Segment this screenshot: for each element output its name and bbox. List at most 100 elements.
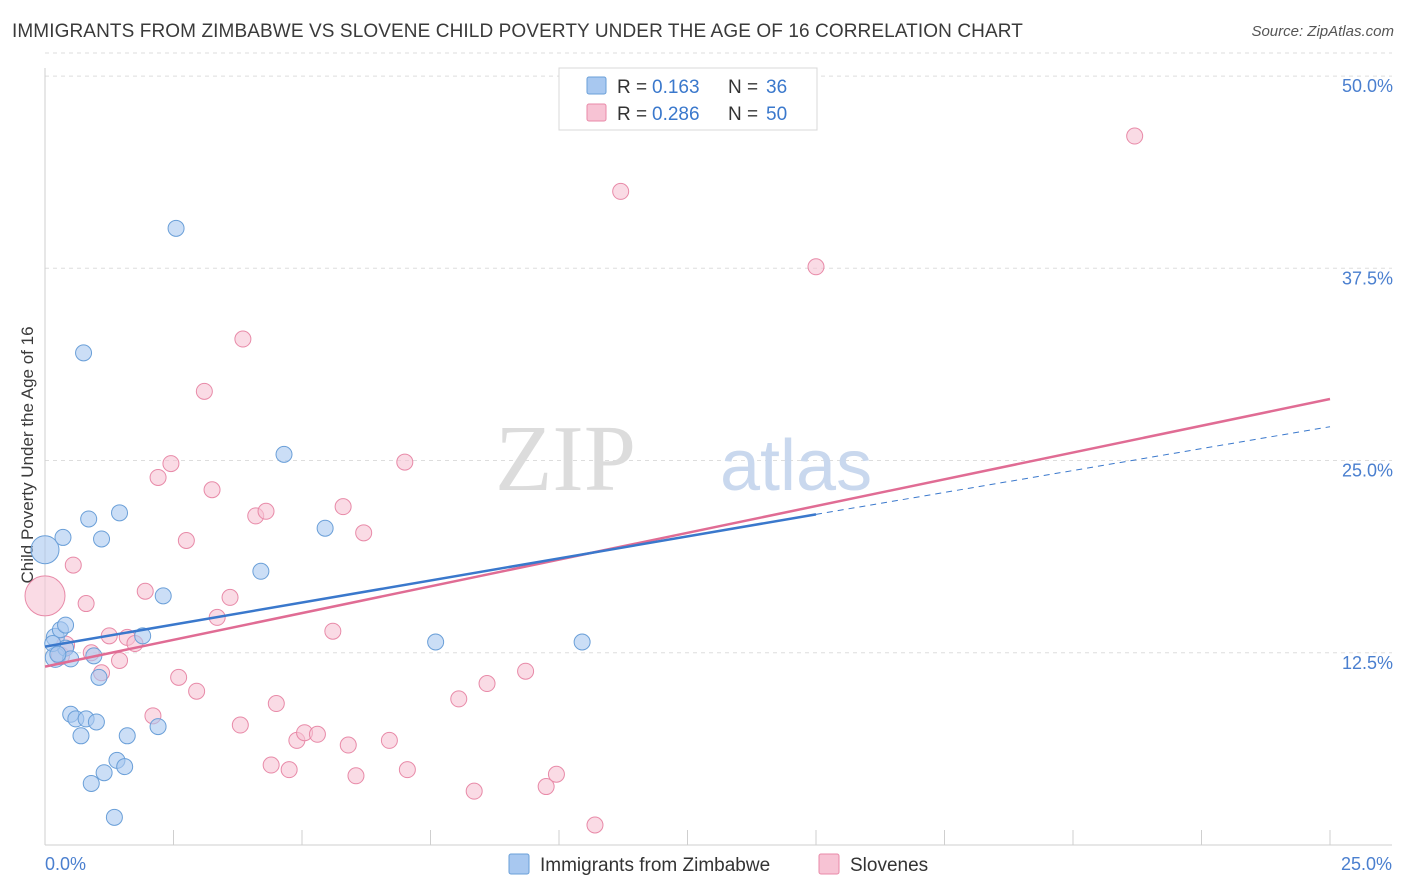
data-point-zimbabwe[interactable] (90, 668, 108, 686)
trend-line-zimbabwe-extrapolated (815, 426, 1331, 515)
data-point-zimbabwe[interactable] (149, 718, 167, 736)
data-point-slovenes[interactable] (1126, 127, 1144, 145)
data-point-zimbabwe[interactable] (49, 645, 67, 663)
data-point-slovenes[interactable] (77, 595, 95, 613)
legend-r-value-slovenes: 0.286 (652, 104, 700, 125)
series-legend-swatch-slovenes[interactable] (818, 853, 840, 875)
data-point-slovenes[interactable] (450, 690, 468, 708)
data-point-slovenes[interactable] (64, 556, 82, 574)
data-point-slovenes[interactable] (537, 778, 555, 796)
y-tick-labels: 12.5% 25.0% 37.5% 50.0% (1342, 76, 1393, 673)
watermark-zip: ZIP (495, 407, 636, 511)
correlation-legend: R = 0.163 N = 36 R = 0.286 N = 50 (558, 67, 818, 131)
data-point-slovenes[interactable] (807, 258, 825, 276)
data-point-zimbabwe[interactable] (154, 587, 172, 605)
legend-n-value-zimbabwe: 36 (766, 77, 787, 98)
y-axis-label: Child Poverty Under the Age of 16 (18, 326, 37, 583)
series-zimbabwe-points (30, 219, 591, 826)
data-point-slovenes[interactable] (170, 668, 188, 686)
series-legend: Immigrants from Zimbabwe Slovenes (508, 853, 928, 876)
data-point-slovenes[interactable] (547, 765, 565, 783)
data-point-slovenes[interactable] (465, 782, 483, 800)
legend-r-value-zimbabwe: 0.163 (652, 77, 700, 98)
data-point-slovenes[interactable] (308, 725, 326, 743)
legend-n-label-zimbabwe: N = (728, 77, 758, 98)
legend-r-label-zimbabwe: R = (617, 77, 647, 98)
data-point-slovenes[interactable] (398, 761, 416, 779)
data-point-slovenes[interactable] (149, 468, 167, 486)
data-point-zimbabwe[interactable] (93, 530, 111, 548)
data-point-slovenes[interactable] (478, 675, 496, 693)
y-tick-label: 12.5% (1342, 653, 1393, 673)
legend-swatch-zimbabwe (586, 76, 607, 95)
series-legend-swatch-zimbabwe[interactable] (508, 853, 530, 875)
data-point-slovenes[interactable] (136, 582, 154, 600)
x-axis-ticks (44, 830, 1331, 845)
trend-line-slovenes (44, 397, 1331, 668)
legend-n-label-slovenes: N = (728, 104, 758, 125)
data-point-slovenes[interactable] (324, 622, 342, 640)
data-point-zimbabwe[interactable] (275, 445, 293, 463)
data-point-zimbabwe[interactable] (75, 344, 93, 362)
data-point-zimbabwe[interactable] (30, 535, 60, 565)
data-point-zimbabwe[interactable] (167, 219, 185, 237)
data-point-zimbabwe[interactable] (573, 633, 591, 651)
data-point-zimbabwe[interactable] (54, 528, 72, 546)
data-point-slovenes[interactable] (347, 767, 365, 785)
data-point-slovenes[interactable] (195, 382, 213, 400)
trend-lines (44, 397, 1331, 668)
data-point-slovenes[interactable] (188, 682, 206, 700)
y-tick-label: 37.5% (1342, 268, 1393, 288)
data-point-zimbabwe[interactable] (105, 808, 123, 826)
data-point-slovenes[interactable] (396, 453, 414, 471)
data-point-zimbabwe[interactable] (252, 562, 270, 580)
source-credit: Source: ZipAtlas.com (1251, 23, 1394, 40)
watermark: ZIP atlas (495, 407, 872, 511)
data-point-slovenes[interactable] (24, 575, 66, 617)
x-tick-label-min: 0.0% (45, 854, 86, 874)
data-point-zimbabwe[interactable] (95, 764, 113, 782)
data-point-slovenes[interactable] (380, 731, 398, 749)
data-point-slovenes[interactable] (267, 695, 285, 713)
data-point-slovenes[interactable] (612, 182, 630, 200)
data-point-zimbabwe[interactable] (118, 727, 136, 745)
data-point-slovenes[interactable] (231, 716, 249, 734)
y-tick-label: 25.0% (1342, 461, 1393, 481)
data-point-slovenes[interactable] (111, 651, 129, 669)
data-point-slovenes[interactable] (339, 736, 357, 754)
series-legend-label-zimbabwe[interactable]: Immigrants from Zimbabwe (540, 855, 770, 876)
chart-title: IMMIGRANTS FROM ZIMBABWE VS SLOVENE CHIL… (12, 21, 1023, 42)
data-point-zimbabwe[interactable] (134, 627, 152, 645)
data-point-slovenes[interactable] (262, 756, 280, 774)
data-point-zimbabwe[interactable] (87, 713, 105, 731)
data-point-slovenes[interactable] (517, 662, 535, 680)
trend-line-zimbabwe (44, 513, 817, 648)
data-point-zimbabwe[interactable] (116, 758, 134, 776)
data-point-slovenes[interactable] (203, 481, 221, 499)
data-point-slovenes[interactable] (177, 532, 195, 550)
legend-n-value-slovenes: 50 (766, 104, 787, 125)
data-point-slovenes[interactable] (355, 524, 373, 542)
data-point-slovenes[interactable] (280, 761, 298, 779)
y-tick-label: 50.0% (1342, 76, 1393, 96)
legend-r-label-slovenes: R = (617, 104, 647, 125)
legend-swatch-slovenes (586, 103, 607, 122)
data-point-zimbabwe[interactable] (111, 504, 129, 522)
gridlines (45, 52, 1392, 654)
data-point-slovenes[interactable] (221, 588, 239, 606)
data-point-zimbabwe[interactable] (82, 774, 100, 792)
data-point-slovenes[interactable] (334, 498, 352, 516)
x-tick-label-max: 25.0% (1341, 854, 1392, 874)
data-point-slovenes[interactable] (234, 330, 252, 348)
data-point-zimbabwe[interactable] (316, 519, 334, 537)
data-point-zimbabwe[interactable] (72, 727, 90, 745)
data-point-zimbabwe[interactable] (427, 633, 445, 651)
data-point-slovenes[interactable] (257, 502, 275, 520)
watermark-atlas: atlas (720, 426, 872, 506)
data-point-zimbabwe[interactable] (80, 510, 98, 528)
series-legend-label-slovenes[interactable]: Slovenes (850, 855, 928, 876)
data-point-zimbabwe[interactable] (57, 616, 75, 634)
data-point-slovenes[interactable] (162, 455, 180, 473)
data-point-slovenes[interactable] (586, 816, 604, 834)
